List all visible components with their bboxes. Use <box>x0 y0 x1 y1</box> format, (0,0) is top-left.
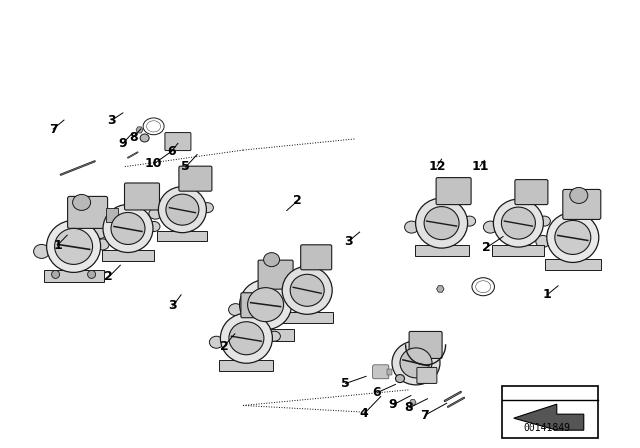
Bar <box>415 245 468 256</box>
Ellipse shape <box>166 194 199 225</box>
Ellipse shape <box>111 212 145 245</box>
Text: 1: 1 <box>543 288 552 302</box>
FancyBboxPatch shape <box>417 367 437 383</box>
Ellipse shape <box>501 207 536 239</box>
Ellipse shape <box>93 227 107 238</box>
Ellipse shape <box>570 187 588 203</box>
Text: 8: 8 <box>129 130 138 144</box>
Bar <box>545 259 601 271</box>
Ellipse shape <box>47 220 100 272</box>
Ellipse shape <box>483 221 497 233</box>
Ellipse shape <box>96 239 109 250</box>
Text: 10: 10 <box>145 157 163 170</box>
Ellipse shape <box>264 253 280 267</box>
Text: 3: 3 <box>108 113 116 127</box>
Text: 2: 2 <box>482 241 491 254</box>
Bar <box>502 386 598 438</box>
Ellipse shape <box>103 204 153 253</box>
Bar <box>281 312 333 323</box>
Polygon shape <box>410 400 416 405</box>
FancyBboxPatch shape <box>179 166 212 191</box>
FancyBboxPatch shape <box>372 365 389 379</box>
Circle shape <box>52 271 60 278</box>
Ellipse shape <box>34 245 50 258</box>
Polygon shape <box>436 286 444 292</box>
Ellipse shape <box>538 216 550 226</box>
Ellipse shape <box>287 297 300 308</box>
FancyBboxPatch shape <box>436 177 471 205</box>
Bar <box>102 250 154 262</box>
Text: 6: 6 <box>372 385 381 399</box>
Bar <box>157 231 207 241</box>
Ellipse shape <box>392 341 440 385</box>
Bar <box>44 271 104 282</box>
Text: 4: 4 <box>359 406 368 420</box>
Ellipse shape <box>536 236 550 247</box>
Polygon shape <box>136 127 143 133</box>
Text: 3: 3 <box>344 234 353 248</box>
Text: 6: 6 <box>167 145 176 158</box>
Circle shape <box>88 271 95 278</box>
Ellipse shape <box>268 331 280 341</box>
Text: 5: 5 <box>341 376 350 390</box>
Ellipse shape <box>209 336 223 348</box>
FancyBboxPatch shape <box>241 293 274 318</box>
Ellipse shape <box>248 288 284 322</box>
Ellipse shape <box>220 313 273 363</box>
Ellipse shape <box>239 280 292 330</box>
Text: 2: 2 <box>104 270 113 284</box>
Text: 00141849: 00141849 <box>524 423 571 433</box>
Ellipse shape <box>72 194 91 211</box>
Ellipse shape <box>493 199 543 247</box>
Text: 8: 8 <box>404 401 413 414</box>
Ellipse shape <box>290 274 324 306</box>
Ellipse shape <box>140 134 149 142</box>
Ellipse shape <box>149 208 162 219</box>
FancyBboxPatch shape <box>563 190 601 220</box>
Ellipse shape <box>158 187 206 233</box>
FancyBboxPatch shape <box>165 133 191 151</box>
Ellipse shape <box>148 221 160 232</box>
Ellipse shape <box>54 228 93 264</box>
Ellipse shape <box>547 212 599 263</box>
Bar <box>106 208 118 222</box>
Ellipse shape <box>228 304 243 316</box>
Text: 9: 9 <box>388 398 397 411</box>
Bar <box>387 369 392 375</box>
FancyBboxPatch shape <box>68 196 108 228</box>
FancyBboxPatch shape <box>125 183 159 210</box>
Text: 3: 3 <box>168 299 177 312</box>
Text: 5: 5 <box>181 160 190 173</box>
Ellipse shape <box>396 375 404 383</box>
Text: 9: 9 <box>118 137 127 150</box>
Bar <box>492 245 545 256</box>
Bar <box>220 360 273 371</box>
Ellipse shape <box>282 266 332 314</box>
FancyBboxPatch shape <box>409 332 442 358</box>
Text: 7: 7 <box>49 122 58 136</box>
Ellipse shape <box>400 348 432 378</box>
Ellipse shape <box>202 202 213 213</box>
Ellipse shape <box>555 220 591 254</box>
Text: 2: 2 <box>220 340 228 353</box>
Ellipse shape <box>229 322 264 355</box>
Ellipse shape <box>463 216 476 226</box>
FancyBboxPatch shape <box>301 245 332 270</box>
Text: 12: 12 <box>428 160 446 173</box>
Text: 2: 2 <box>293 194 302 207</box>
FancyBboxPatch shape <box>258 260 293 289</box>
FancyBboxPatch shape <box>515 180 548 205</box>
Text: 7: 7 <box>420 409 429 422</box>
Text: 11: 11 <box>471 160 489 173</box>
Ellipse shape <box>415 198 468 248</box>
Ellipse shape <box>404 221 419 233</box>
Text: 1: 1 <box>53 239 62 252</box>
Polygon shape <box>514 404 584 430</box>
Ellipse shape <box>424 207 459 240</box>
Bar <box>237 329 294 340</box>
